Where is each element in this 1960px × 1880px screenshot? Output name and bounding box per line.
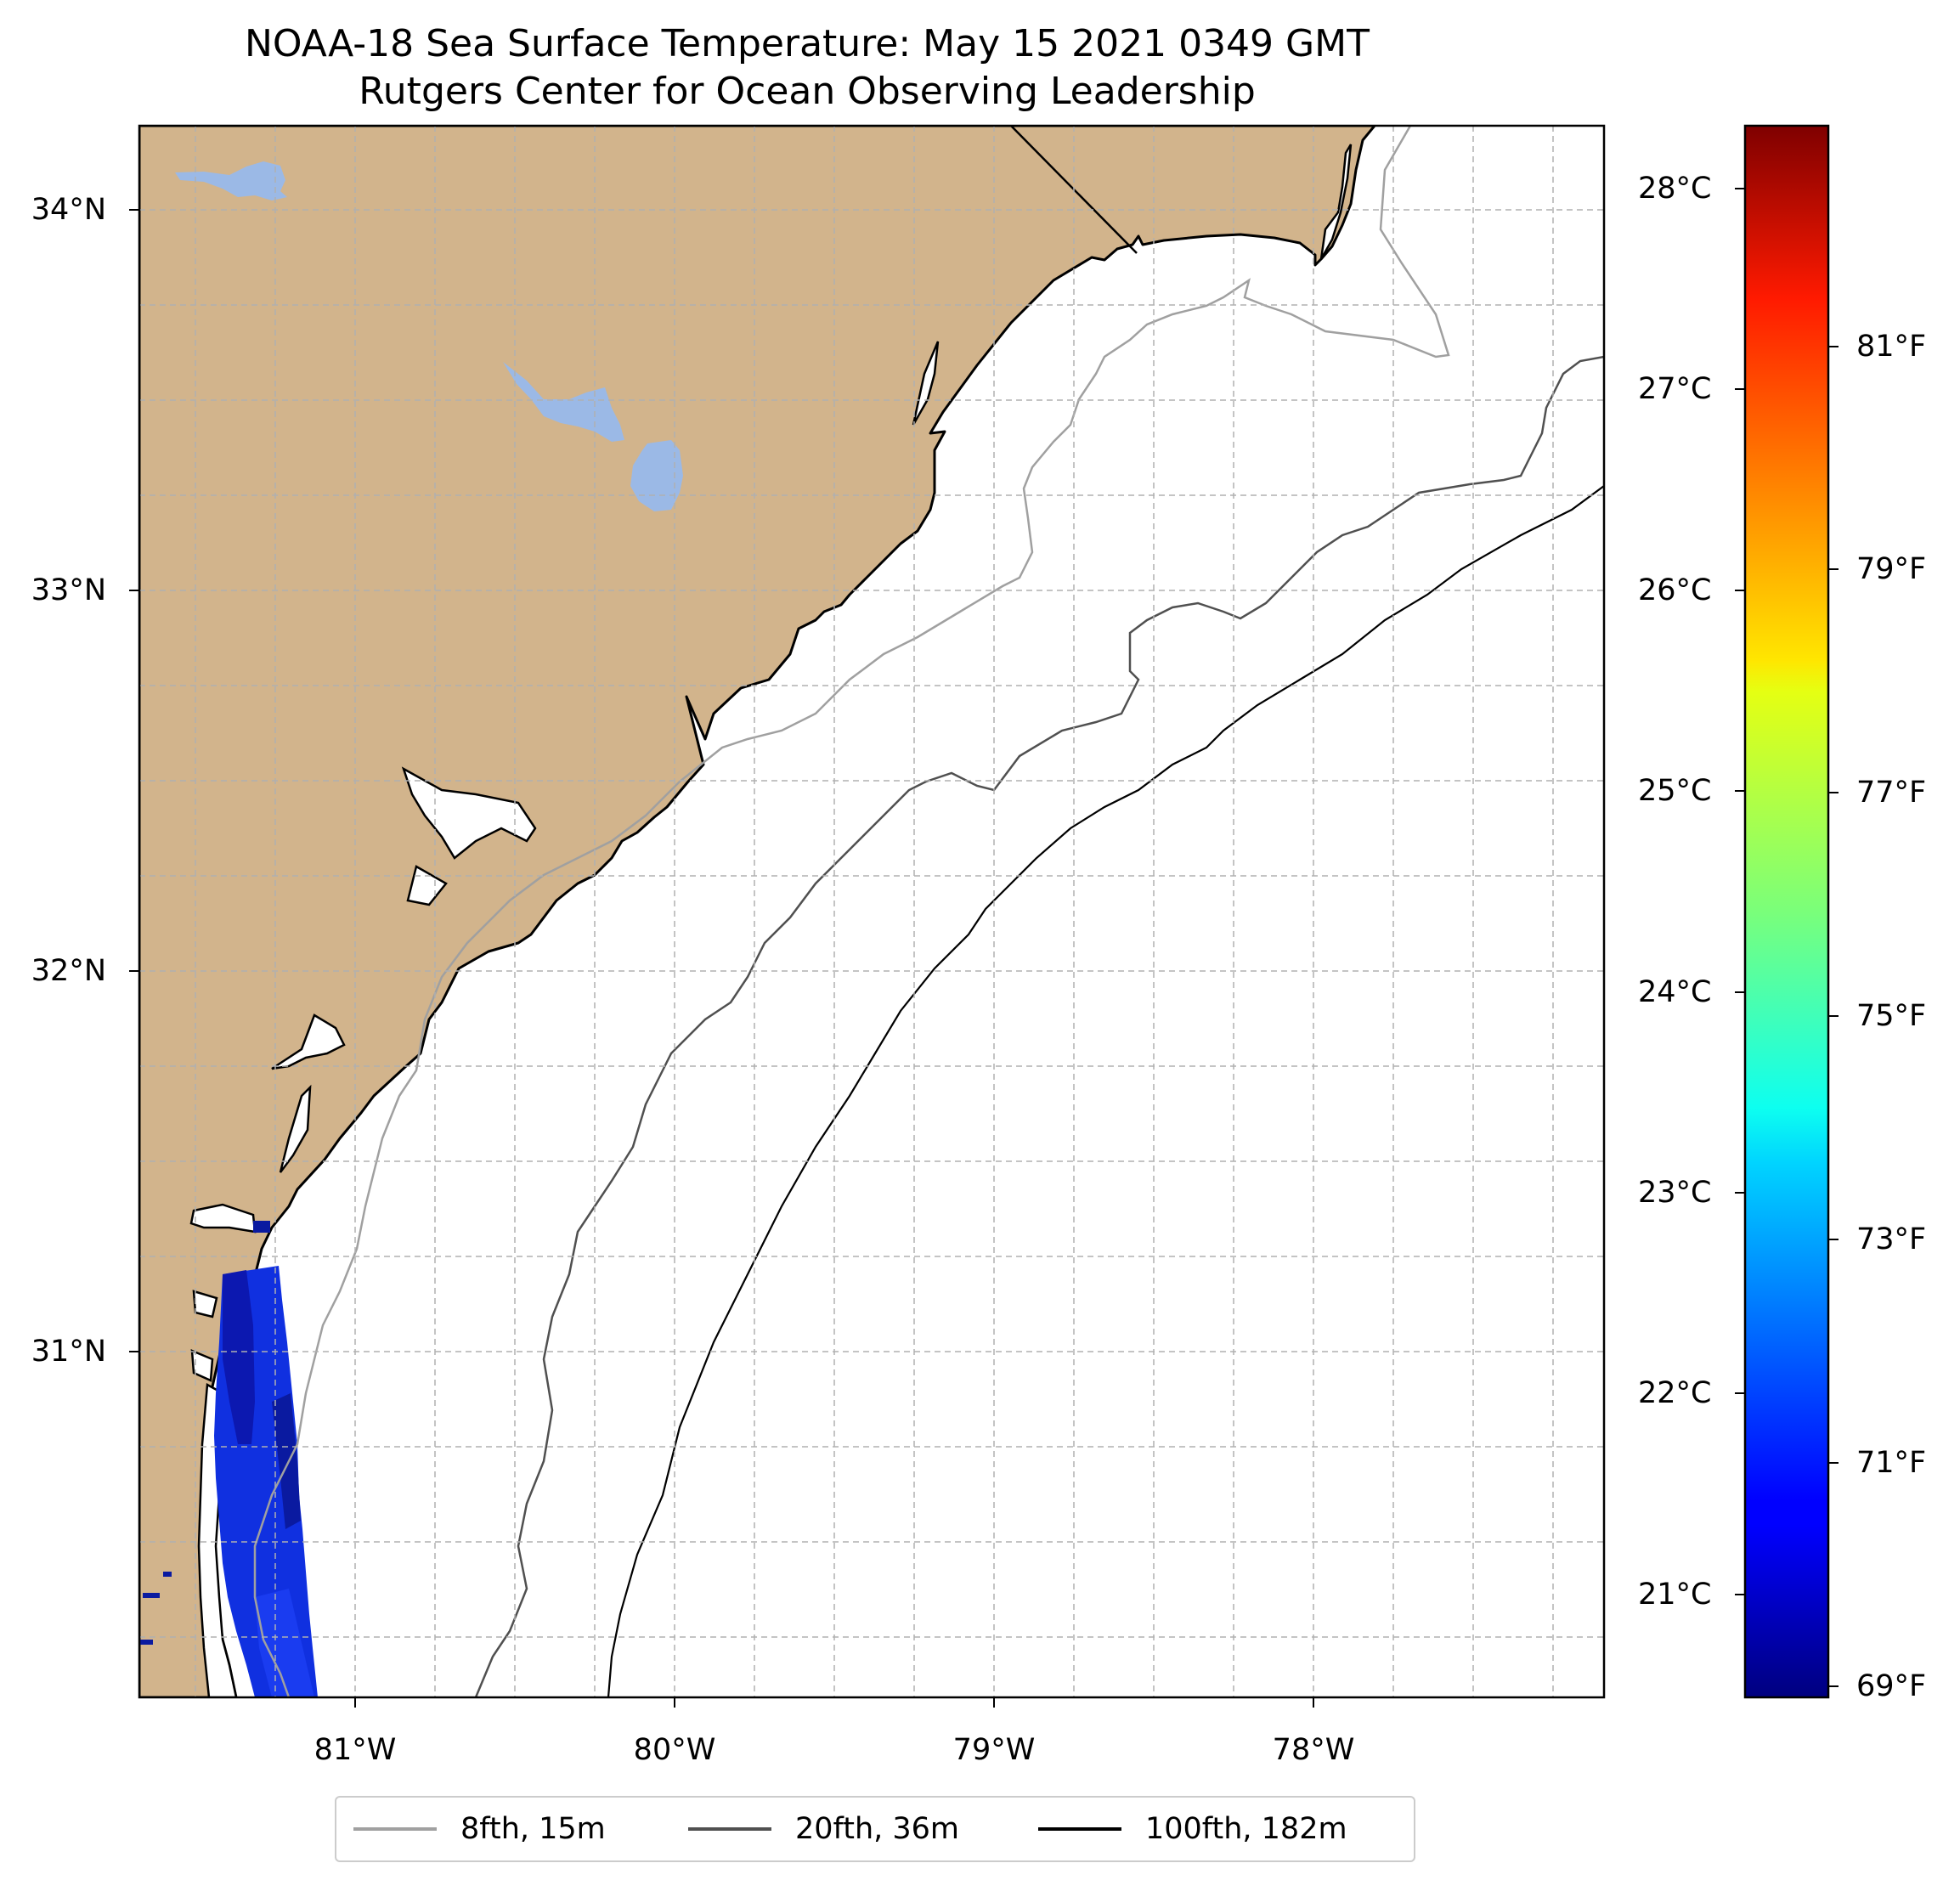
gridlines [139, 126, 1604, 1697]
legend-label: 20fth, 36m [795, 1812, 960, 1846]
lat-label-32n: 32°N [31, 954, 106, 988]
isobath-legend: 8fth, 15m 20fth, 36m 100fth, 182m [335, 1796, 1415, 1862]
colorbar-label-f: 79°F [1856, 552, 1927, 586]
lake [630, 440, 683, 511]
legend-label: 100fth, 182m [1145, 1812, 1347, 1846]
legend-item-8fth: 8fth, 15m [353, 1798, 606, 1860]
legend-swatch [1038, 1827, 1121, 1831]
legend-swatch [688, 1827, 771, 1831]
inlet [271, 1013, 346, 1070]
lat-tick-marks [129, 209, 139, 1352]
lon-label-78w: 78°W [1272, 1733, 1355, 1767]
map-frame [138, 124, 1606, 1699]
map-title: NOAA-18 Sea Surface Temperature: May 15 … [245, 22, 1370, 65]
isobath-100fth [607, 485, 1604, 1697]
colorbar-label-c: 28°C [1638, 172, 1712, 206]
lon-label-81w: 81°W [313, 1733, 397, 1767]
legend-item-100fth: 100fth, 182m [1038, 1798, 1347, 1860]
inlet [912, 341, 940, 426]
colorbar-label-f: 75°F [1856, 999, 1927, 1033]
inlet [279, 1084, 312, 1173]
map-subtitle: Rutgers Center for Ocean Observing Leade… [359, 70, 1256, 113]
legend-swatch [353, 1827, 437, 1831]
lat-label-31n: 31°N [31, 1335, 106, 1369]
isobath-20fth [474, 355, 1604, 1697]
lon-label-79w: 79°W [952, 1733, 1036, 1767]
colorbar-label-f: 71°F [1856, 1446, 1927, 1480]
legend-label: 8fth, 15m [460, 1812, 606, 1846]
lon-tick-marks [354, 1697, 1314, 1708]
colorbar-label-c: 27°C [1638, 372, 1712, 406]
inlet [190, 1349, 214, 1382]
colorbar-tick-marks [1735, 188, 1839, 1687]
lon-label-80w: 80°W [633, 1733, 716, 1767]
colorbar-label-c: 23°C [1638, 1176, 1712, 1210]
inlet [189, 1203, 257, 1234]
colorbar [1743, 124, 1830, 1699]
colorbar-label-c: 22°C [1638, 1376, 1712, 1410]
lake [175, 161, 287, 200]
colorbar-label-f: 69°F [1856, 1669, 1927, 1703]
isobath-8fth [253, 126, 1450, 1697]
sst-data [139, 1221, 318, 1697]
legend-item-20fth: 20fth, 36m [688, 1798, 959, 1860]
lat-label-34n: 34°N [31, 193, 106, 227]
inlet [1319, 144, 1353, 260]
colorbar-label-c: 25°C [1638, 774, 1712, 808]
colorbar-label-f: 81°F [1856, 330, 1927, 364]
lat-label-33n: 33°N [31, 573, 106, 607]
colorbar-label-c: 26°C [1638, 573, 1712, 607]
colorbar-label-c: 21°C [1638, 1578, 1712, 1612]
colorbar-label-f: 73°F [1856, 1222, 1927, 1256]
colorbar-label-c: 24°C [1638, 975, 1712, 1009]
colorbar-label-f: 77°F [1856, 776, 1927, 810]
inlet [192, 1290, 218, 1318]
sound [401, 766, 537, 860]
